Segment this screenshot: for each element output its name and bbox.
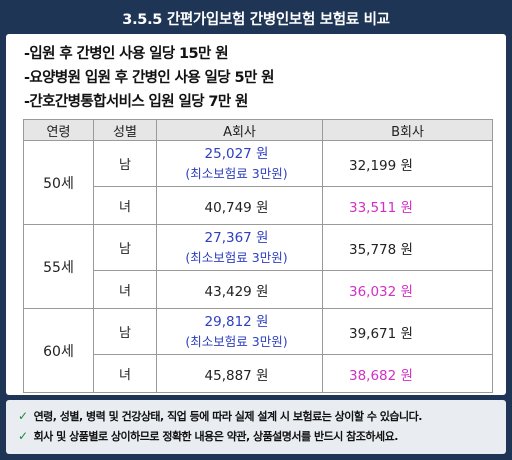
company-b-price: 39,671 원 [322, 308, 493, 355]
header-gender: 성별 [93, 119, 157, 141]
company-a-price: 45,887 원 [156, 354, 323, 393]
table-header-row: 연령 성별 A회사 B회사 [23, 119, 493, 141]
price-value: 27,367 원 [204, 229, 269, 246]
min-premium-note: (최소보험료 3만원) [185, 333, 288, 349]
content-card: -입원 후 간병인 사용 일당 15만 원 -요양병원 입원 후 간병인 사용 … [6, 34, 506, 395]
header-company-a: A회사 [156, 119, 323, 141]
company-b-price: 36,032 원 [322, 270, 493, 309]
gender-cell: 녀 [93, 186, 157, 225]
company-a-price: 27,367 원 (최소보험료 3만원) [156, 224, 323, 271]
age-cell: 50세 [23, 140, 94, 225]
table-row: 녀 45,887 원 38,682 원 [24, 354, 493, 393]
gender-cell: 녀 [93, 270, 157, 309]
company-b-price: 38,682 원 [322, 354, 493, 393]
price-value: 29,812 원 [204, 313, 269, 330]
age-cell: 60세 [23, 308, 94, 393]
disclaimer-text: 연령, 성별, 병력 및 건강상태, 직업 등에 따라 실제 설계 시 보험료는… [33, 410, 423, 423]
company-a-price: 29,812 원 (최소보험료 3만원) [156, 308, 323, 355]
disclaimer-text: 회사 및 상품별로 상이하므로 정확한 내용은 약관, 상품설명서를 반드시 참… [33, 430, 399, 443]
company-a-price: 40,749 원 [156, 186, 323, 225]
table-row: 녀 43,429 원 36,032 원 [24, 270, 493, 309]
condition-list: -입원 후 간병인 사용 일당 15만 원 -요양병원 입원 후 간병인 사용 … [24, 42, 274, 114]
company-a-price: 43,429 원 [156, 270, 323, 309]
header-company-b: B회사 [322, 119, 493, 141]
gender-cell: 남 [93, 308, 157, 355]
check-icon: ✓ [18, 429, 28, 443]
disclaimer-item: ✓ 회사 및 상품별로 상이하므로 정확한 내용은 약관, 상품설명서를 반드시 … [18, 426, 494, 446]
condition-item: -간호간병통합서비스 입원 일당 7만 원 [24, 94, 248, 110]
condition-item: -요양병원 입원 후 간병인 사용 일당 5만 원 [24, 70, 274, 86]
table-row: 녀 40,749 원 33,511 원 [24, 186, 493, 225]
gender-cell: 녀 [93, 354, 157, 393]
company-a-price: 25,027 원 (최소보험료 3만원) [156, 140, 323, 187]
company-b-price: 32,199 원 [322, 140, 493, 187]
min-premium-note: (최소보험료 3만원) [185, 249, 288, 265]
gender-cell: 남 [93, 224, 157, 271]
company-b-price: 33,511 원 [322, 186, 493, 225]
header-age: 연령 [23, 119, 94, 141]
price-value: 25,027 원 [204, 145, 269, 162]
check-icon: ✓ [18, 409, 28, 423]
condition-item: -입원 후 간병인 사용 일당 15만 원 [24, 46, 229, 62]
page-title: 3.5.5 간편가입보험 간병인보험 보험료 비교 [122, 12, 390, 28]
table-row: 60세 남 29,812 원 (최소보험료 3만원) 39,671 원 [23, 308, 493, 393]
table-row: 55세 남 27,367 원 (최소보험료 3만원) 35,778 원 [23, 224, 493, 309]
company-b-price: 35,778 원 [322, 224, 493, 271]
disclaimer-box: ✓ 연령, 성별, 병력 및 건강상태, 직업 등에 따라 실제 설계 시 보험료… [6, 400, 506, 454]
disclaimer-item: ✓ 연령, 성별, 병력 및 건강상태, 직업 등에 따라 실제 설계 시 보험료… [18, 406, 494, 426]
gender-cell: 남 [93, 140, 157, 187]
age-cell: 55세 [23, 224, 94, 309]
table-row: 50세 남 25,027 원 (최소보험료 3만원) 32,199 원 [23, 140, 493, 225]
min-premium-note: (최소보험료 3만원) [185, 165, 288, 181]
premium-table: 연령 성별 A회사 B회사 50세 남 25,027 원 (최소보험료 3만원)… [23, 119, 493, 393]
